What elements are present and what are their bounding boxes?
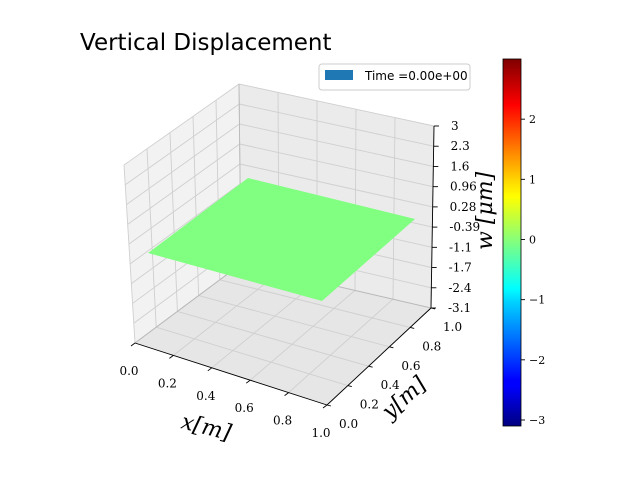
grid-line bbox=[219, 279, 411, 328]
x-tick-label: 0.2 bbox=[158, 376, 177, 390]
y-tick-mark bbox=[389, 346, 394, 349]
z-tick-label: 2.3 bbox=[451, 139, 470, 153]
x-tick-label: 0.8 bbox=[273, 414, 292, 428]
grid-line bbox=[123, 83, 240, 166]
z-tick-label: -3.1 bbox=[448, 301, 471, 315]
x-tick-mark bbox=[207, 367, 213, 372]
x-tick-mark bbox=[245, 379, 251, 384]
grid-line bbox=[128, 163, 241, 245]
y-tick-label: 0.2 bbox=[360, 398, 379, 412]
grid-line bbox=[392, 117, 396, 300]
axes-3d: 0.00.20.40.60.81.0 0.00.20.40.60.81.0 32… bbox=[119, 83, 498, 447]
grid-line bbox=[198, 295, 390, 348]
x-tick-label: 0.4 bbox=[196, 389, 215, 403]
legend-label: Time =0.00e+00 bbox=[364, 69, 468, 83]
grid-line bbox=[169, 132, 178, 312]
x-axis-label: x[m] bbox=[179, 410, 234, 447]
x-axis-line bbox=[134, 342, 328, 406]
y-tick-label: 0.4 bbox=[381, 378, 400, 392]
colorbar-tick-label: 2 bbox=[529, 113, 536, 126]
grid-line bbox=[239, 123, 434, 167]
legend-box bbox=[318, 63, 471, 91]
colorbar-tick-label: −3 bbox=[529, 414, 545, 427]
grid-line bbox=[127, 143, 240, 225]
y-tick-mark bbox=[347, 385, 352, 388]
z-tick-label: -1.7 bbox=[449, 261, 472, 275]
colorbar-tick-label: −1 bbox=[529, 294, 545, 307]
grid-line bbox=[239, 103, 434, 147]
grid-line bbox=[124, 103, 240, 186]
grid-line bbox=[249, 290, 356, 381]
z-tick-label: 3 bbox=[451, 119, 459, 133]
colorbar-tick-label: −2 bbox=[529, 354, 545, 367]
y-tick-label: 1.0 bbox=[443, 320, 462, 334]
y-tick-mark bbox=[326, 404, 332, 407]
z-axis-line bbox=[430, 125, 435, 309]
grid-line bbox=[238, 83, 435, 127]
z-tick-label: 0.96 bbox=[450, 180, 477, 194]
colorbar-gradient bbox=[502, 58, 522, 427]
grid-line bbox=[211, 281, 318, 369]
y-tick-mark bbox=[410, 326, 415, 329]
colorbar-tick-label: 0 bbox=[529, 233, 536, 246]
pane-edge bbox=[134, 263, 242, 344]
z-tick-label: -0.39 bbox=[449, 220, 480, 234]
grid-line bbox=[288, 298, 394, 393]
grid-line bbox=[129, 183, 241, 265]
grid-line bbox=[239, 163, 433, 208]
y-tick-label: 0.8 bbox=[422, 339, 441, 353]
legend-swatch bbox=[325, 70, 353, 80]
z-axis-label: w [μm] bbox=[473, 171, 498, 250]
x-tick-mark bbox=[322, 404, 328, 409]
x-tick-label: 0.6 bbox=[235, 401, 254, 415]
z-tick-label: 0.28 bbox=[450, 200, 477, 214]
x-tick-mark bbox=[130, 342, 136, 347]
grid-line bbox=[123, 164, 136, 344]
x-tick-label: 0.0 bbox=[119, 364, 138, 378]
x-tick-mark bbox=[284, 392, 289, 396]
y-tick-mark bbox=[368, 365, 373, 368]
y-axis-line bbox=[326, 307, 432, 406]
y-tick-label: 0.0 bbox=[339, 417, 358, 431]
grid-line bbox=[239, 143, 434, 188]
x-tick-label: 1.0 bbox=[311, 426, 330, 440]
grid-line bbox=[146, 148, 157, 328]
y-tick-label: 0.6 bbox=[401, 359, 420, 373]
grid-line bbox=[177, 310, 369, 367]
grid-line bbox=[156, 326, 348, 387]
legend: Time =0.00e+00 bbox=[318, 63, 471, 91]
chart-title: Vertical Displacement bbox=[80, 30, 332, 56]
floor-pane bbox=[135, 264, 431, 405]
colorbar: 2 1 0 −1 −2 −3 bbox=[502, 58, 545, 427]
z-tick-label: -1.1 bbox=[449, 240, 472, 254]
z-tick-label: 1.6 bbox=[450, 159, 469, 173]
x-tick-mark bbox=[169, 355, 174, 359]
displacement-surface bbox=[148, 178, 415, 301]
z-tick-label: -2.4 bbox=[448, 281, 472, 295]
grid-line bbox=[173, 272, 280, 356]
colorbar-tick-label: 1 bbox=[529, 173, 536, 186]
grid-line bbox=[126, 123, 240, 205]
